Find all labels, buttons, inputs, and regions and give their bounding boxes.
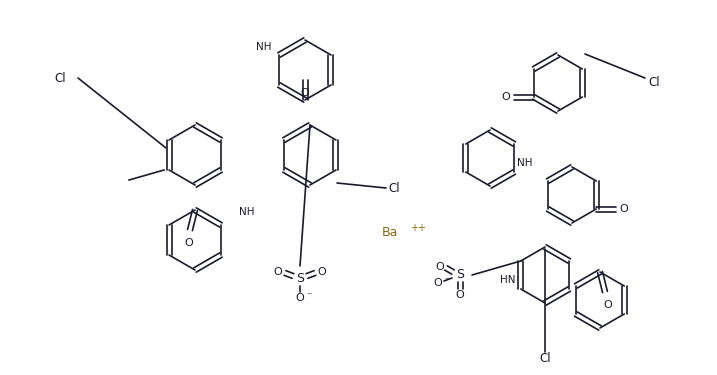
Text: O: O [434,278,442,288]
Text: Ba: Ba [382,225,398,238]
Text: NH: NH [239,207,255,217]
Text: NH: NH [255,42,271,52]
Text: Cl: Cl [539,351,551,364]
Text: ⁻: ⁻ [306,291,311,301]
Text: ++: ++ [410,223,426,233]
Text: S: S [296,272,304,285]
Text: O: O [274,267,282,277]
Text: Cl: Cl [648,75,660,88]
Text: O: O [295,293,305,303]
Text: O: O [300,88,309,98]
Text: O: O [455,290,465,300]
Text: O: O [604,300,612,310]
Text: O: O [620,204,629,214]
Text: ⁻: ⁻ [444,276,449,286]
Text: S: S [456,268,464,282]
Text: O: O [501,92,510,102]
Text: Cl: Cl [54,72,66,84]
Text: O: O [318,267,326,277]
Text: NH: NH [517,158,533,168]
Text: HN: HN [500,275,516,285]
Text: O: O [436,262,445,272]
Text: Cl: Cl [388,182,399,195]
Text: O: O [184,238,194,248]
